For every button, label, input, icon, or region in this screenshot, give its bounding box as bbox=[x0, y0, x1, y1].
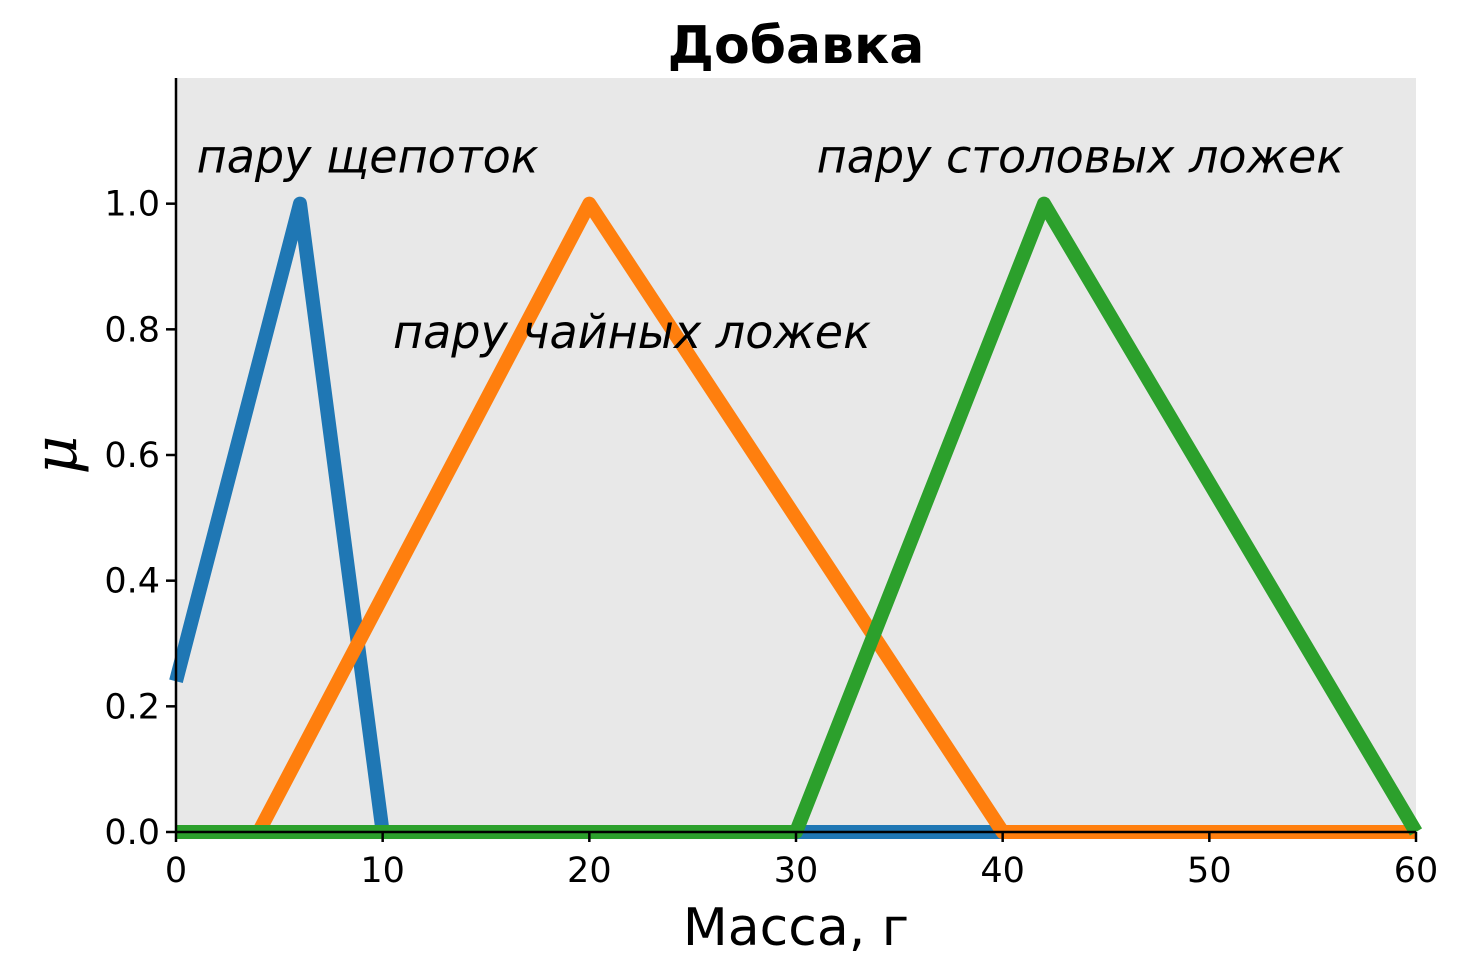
y-axis-label: μ bbox=[21, 436, 91, 475]
y-tick-label: 0.8 bbox=[104, 310, 160, 350]
chart-title: Добавка bbox=[668, 16, 925, 76]
y-tick-label: 0.4 bbox=[104, 562, 160, 602]
x-tick-label: 0 bbox=[165, 851, 187, 891]
plot-area bbox=[176, 78, 1416, 832]
annotation-3: пару столовых ложек bbox=[817, 129, 1345, 183]
x-tick-label: 60 bbox=[1394, 851, 1439, 891]
x-axis-label: Масса, г bbox=[683, 898, 909, 958]
x-tick-label: 50 bbox=[1187, 851, 1232, 891]
annotation-1: пару щепоток bbox=[197, 129, 539, 183]
x-tick-label: 40 bbox=[980, 851, 1025, 891]
y-tick-label: 0.6 bbox=[104, 436, 160, 476]
x-tick-label: 10 bbox=[360, 851, 405, 891]
axes-layer: 0 10 20 30 40 50 60 0.0 0.2 0.4 0.6 0.8 1.0 bbox=[104, 78, 1438, 891]
y-tick-label: 0.2 bbox=[104, 687, 160, 727]
y-tick-label: 0.0 bbox=[104, 813, 160, 853]
annotation-2: пару чайных ложек bbox=[393, 305, 871, 359]
annotations: пару щепоток пару чайных ложек пару столов… bbox=[197, 129, 1345, 359]
y-tick-label: 1.0 bbox=[104, 185, 160, 225]
x-tick-label: 30 bbox=[774, 851, 819, 891]
x-tick-label: 20 bbox=[567, 851, 612, 891]
